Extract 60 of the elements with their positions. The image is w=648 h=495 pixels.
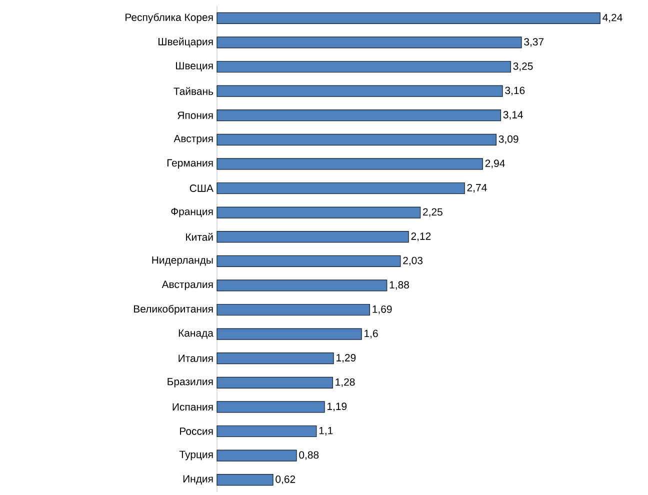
bar [216,401,325,413]
bar [216,474,274,486]
y-tick-label: Китай [186,232,213,241]
y-tick-label: Италия [178,354,213,362]
data-label: 1,19 [328,402,347,412]
y-tick-label: Индия [183,475,213,484]
data-label: 2,03 [403,256,423,266]
y-tick-label: Турция [179,450,213,460]
y-tick-label: Япония [178,112,213,120]
y-tick-label: Швейцария [158,37,213,48]
y-tick-label: Россия [180,428,213,435]
bar [216,352,334,364]
bar [216,231,409,243]
data-label: 1,69 [372,305,392,314]
y-tick-label: Австрия [174,134,213,144]
y-tick-label: Австралия [162,280,213,290]
y-tick-label: Нидерланды [152,256,213,266]
data-label: 3,09 [498,135,518,144]
bar [216,255,401,267]
y-tick-label: Франция [171,208,213,218]
y-tick-label: Германия [167,159,213,169]
data-label: 3,16 [505,86,525,96]
data-label: 1,6 [364,330,378,338]
data-label: 1,88 [390,281,409,290]
y-tick-label: Канада [178,329,214,339]
bar [216,182,465,194]
bar [216,134,497,146]
bar [216,206,421,218]
data-label: 3,25 [513,62,533,72]
data-label: 2,12 [411,232,431,242]
data-label: 3,14 [503,111,523,120]
y-tick-label: Республика Корея [126,13,213,24]
bar [216,304,370,316]
data-label: 2,94 [485,160,505,168]
y-tick-label: Великобритания [134,304,213,315]
bar [216,12,600,24]
y-tick-label: Испания [172,403,213,411]
y-tick-label: США [190,184,214,192]
bar [216,60,511,73]
bar [216,328,362,340]
data-label: 4,24 [602,14,622,22]
bar [216,376,333,388]
bar [216,110,502,122]
bar [216,158,483,170]
data-label: 0,62 [276,476,296,484]
data-label: 2,74 [467,184,487,193]
data-label: 1,1 [319,426,333,436]
bar [216,85,503,97]
data-label: 1,29 [336,354,356,363]
data-label: 3,37 [524,38,544,47]
bar [216,425,317,438]
bar [216,450,297,462]
y-tick-label: Тайвань [174,87,214,95]
bar [216,280,388,292]
data-label: 2,25 [423,208,442,217]
bar [216,36,522,48]
data-label: 1,28 [336,378,355,387]
y-tick-label: Швеция [176,62,213,72]
data-label: 0,88 [299,451,319,460]
y-tick-label: Бразилия [168,378,213,388]
